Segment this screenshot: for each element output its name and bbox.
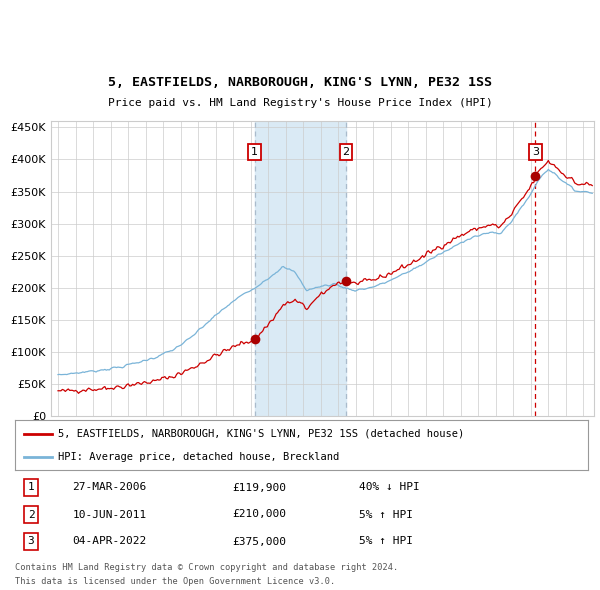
Text: 5% ↑ HPI: 5% ↑ HPI	[359, 510, 413, 520]
Text: 2: 2	[343, 147, 350, 157]
Text: 1: 1	[28, 483, 34, 493]
Text: This data is licensed under the Open Government Licence v3.0.: This data is licensed under the Open Gov…	[15, 578, 335, 586]
Text: 10-JUN-2011: 10-JUN-2011	[73, 510, 146, 520]
Text: 04-APR-2022: 04-APR-2022	[73, 536, 146, 546]
Text: 1: 1	[251, 147, 258, 157]
Bar	[255, 121, 346, 416]
Text: 5% ↑ HPI: 5% ↑ HPI	[359, 536, 413, 546]
Text: 3: 3	[532, 147, 539, 157]
Text: £210,000: £210,000	[233, 510, 287, 520]
Text: 27-MAR-2006: 27-MAR-2006	[73, 483, 146, 493]
Text: 5, EASTFIELDS, NARBOROUGH, KING'S LYNN, PE32 1SS: 5, EASTFIELDS, NARBOROUGH, KING'S LYNN, …	[108, 77, 492, 90]
Text: £375,000: £375,000	[233, 536, 287, 546]
Text: Contains HM Land Registry data © Crown copyright and database right 2024.: Contains HM Land Registry data © Crown c…	[15, 563, 398, 572]
Text: £119,900: £119,900	[233, 483, 287, 493]
Text: 5, EASTFIELDS, NARBOROUGH, KING'S LYNN, PE32 1SS (detached house): 5, EASTFIELDS, NARBOROUGH, KING'S LYNN, …	[58, 428, 464, 438]
Text: 40% ↓ HPI: 40% ↓ HPI	[359, 483, 419, 493]
Text: Price paid vs. HM Land Registry's House Price Index (HPI): Price paid vs. HM Land Registry's House …	[107, 98, 493, 108]
Text: HPI: Average price, detached house, Breckland: HPI: Average price, detached house, Brec…	[58, 451, 339, 461]
Text: 3: 3	[28, 536, 34, 546]
Text: 2: 2	[28, 510, 34, 520]
